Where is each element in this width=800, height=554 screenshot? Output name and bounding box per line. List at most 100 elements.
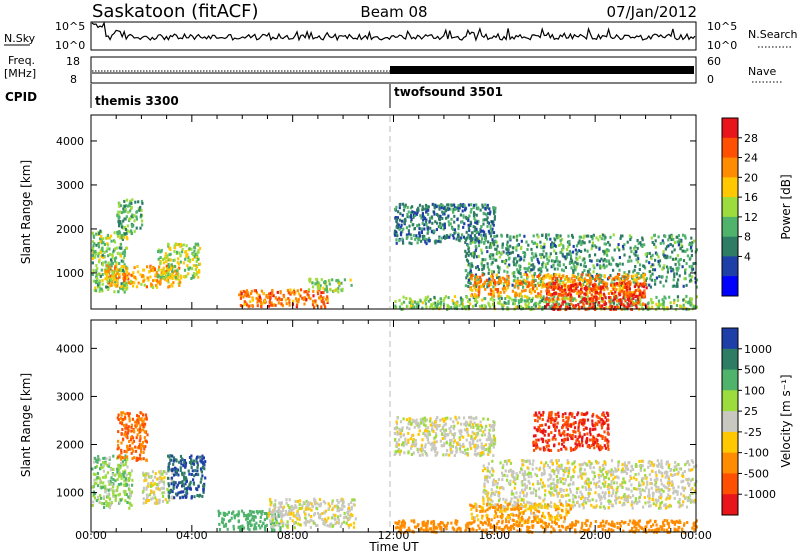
power-echo-cell — [583, 277, 586, 281]
power-echo-cell — [649, 285, 652, 289]
vel-echo-cell — [202, 456, 205, 460]
vel-echo-cell — [479, 424, 483, 428]
vel-echo-cell — [266, 516, 269, 520]
power-echo-cell — [453, 295, 457, 299]
vel-echo-cell — [306, 503, 309, 507]
power-echo-cell — [456, 218, 459, 222]
power-echo-cell — [406, 205, 409, 209]
vel-echo-cell — [121, 473, 124, 477]
vel-echo-cell — [274, 499, 277, 503]
power-echo-cell — [606, 253, 609, 257]
power-echo-cell — [404, 203, 407, 207]
power-echo-cell — [403, 205, 406, 209]
power-echo-cell — [582, 283, 585, 286]
vel-echo-cell — [178, 481, 181, 485]
vel-echo-cell — [285, 498, 288, 502]
power-echo-cell — [164, 254, 167, 258]
vel-echo-cell — [202, 490, 205, 494]
vel-echo-cell — [140, 457, 143, 461]
power-echo-cell — [591, 237, 594, 241]
power-echo-cell — [654, 258, 657, 262]
power-echo-cell — [125, 276, 128, 280]
power-echo-cell — [434, 301, 437, 305]
power-echo-cell — [580, 243, 583, 246]
vel-echo-cell — [445, 452, 448, 456]
power-echo-cell — [432, 203, 436, 207]
vel-echo-cell — [458, 429, 461, 433]
vel-echo-cell — [116, 477, 119, 481]
power-echo-cell — [619, 290, 622, 294]
power-echo-cell — [118, 204, 121, 208]
power-echo-cell — [120, 269, 123, 273]
vel-echo-cell — [246, 516, 249, 520]
power-echo-cell — [551, 306, 554, 310]
power-echo-cell — [516, 305, 519, 309]
power-echo-cell — [596, 263, 599, 267]
power-echo-cell — [309, 297, 312, 301]
power-echo-cell — [413, 300, 416, 304]
power-echo-cell — [440, 206, 443, 210]
vel-echo-cell — [150, 497, 153, 501]
vel-echo-cell — [286, 520, 289, 524]
power-echo-cell — [678, 274, 681, 278]
power-echo-cell — [642, 303, 645, 306]
power-echo-cell — [147, 278, 150, 282]
vel-echo-cell — [339, 514, 342, 518]
power-echo-cell — [549, 245, 553, 249]
vel-echo-cell — [398, 438, 401, 442]
power-echo-cell — [444, 295, 447, 299]
vel-echo-cell — [117, 467, 120, 471]
power-echo-cell — [168, 253, 171, 257]
power-echo-cell — [514, 299, 517, 302]
power-echo-cell — [553, 291, 556, 295]
power-echo-cell — [100, 235, 103, 239]
power-echo-cell — [415, 302, 418, 306]
vel-echo-cell — [179, 459, 182, 463]
vel-echo-cell — [485, 438, 488, 442]
power-echo-cell — [673, 301, 676, 305]
power-echo-cell — [583, 296, 586, 300]
power-echo-cell — [458, 304, 461, 308]
freq-frame — [90, 56, 697, 84]
power-echo-cell — [553, 284, 557, 288]
power-echo-cell — [598, 304, 601, 308]
power-echo-cell — [521, 289, 524, 293]
power-echo-cell — [473, 234, 477, 238]
vel-echo-cell — [124, 484, 127, 488]
power-echo-cell — [565, 293, 568, 297]
power-echo-cell — [136, 265, 139, 268]
vel-echo-cell — [138, 439, 141, 443]
power-echo-cell — [645, 259, 648, 263]
power-echo-cell — [553, 303, 556, 307]
power-echo-cell — [635, 278, 638, 282]
power-echo-cell — [459, 213, 462, 217]
vel-echo-cell — [127, 425, 130, 429]
power-echo-cell — [669, 243, 672, 246]
power-echo-cell — [117, 219, 120, 223]
power-echo-cell — [563, 255, 566, 259]
power-echo-cell — [608, 243, 611, 247]
vel-echo-cell — [279, 526, 282, 530]
power-echo-cell — [469, 252, 472, 256]
power-echo-cell — [626, 289, 629, 292]
power-echo-cell — [665, 275, 668, 279]
power-echo-cell — [583, 257, 586, 261]
power-echo-cell — [517, 254, 520, 258]
vel-echo-cell — [162, 482, 166, 486]
power-echo-cell — [516, 268, 519, 272]
power-echo-cell — [519, 268, 522, 272]
vel-echo-cell — [455, 450, 458, 454]
power-echo-cell — [413, 306, 416, 309]
power-echo-cell — [417, 206, 420, 210]
vel-echo-cell — [486, 417, 490, 421]
power-echo-cell — [603, 237, 606, 241]
power-echo-cell — [605, 282, 608, 286]
vel-echo-cell — [142, 413, 145, 417]
power-echo-cell — [422, 218, 425, 222]
vel-echo-cell — [393, 431, 396, 435]
power-echo-cell — [550, 265, 553, 269]
power-echo-cell — [482, 218, 485, 222]
power-echo-cell — [162, 268, 165, 272]
power-echo-cell — [507, 276, 510, 280]
power-echo-cell — [676, 253, 679, 257]
